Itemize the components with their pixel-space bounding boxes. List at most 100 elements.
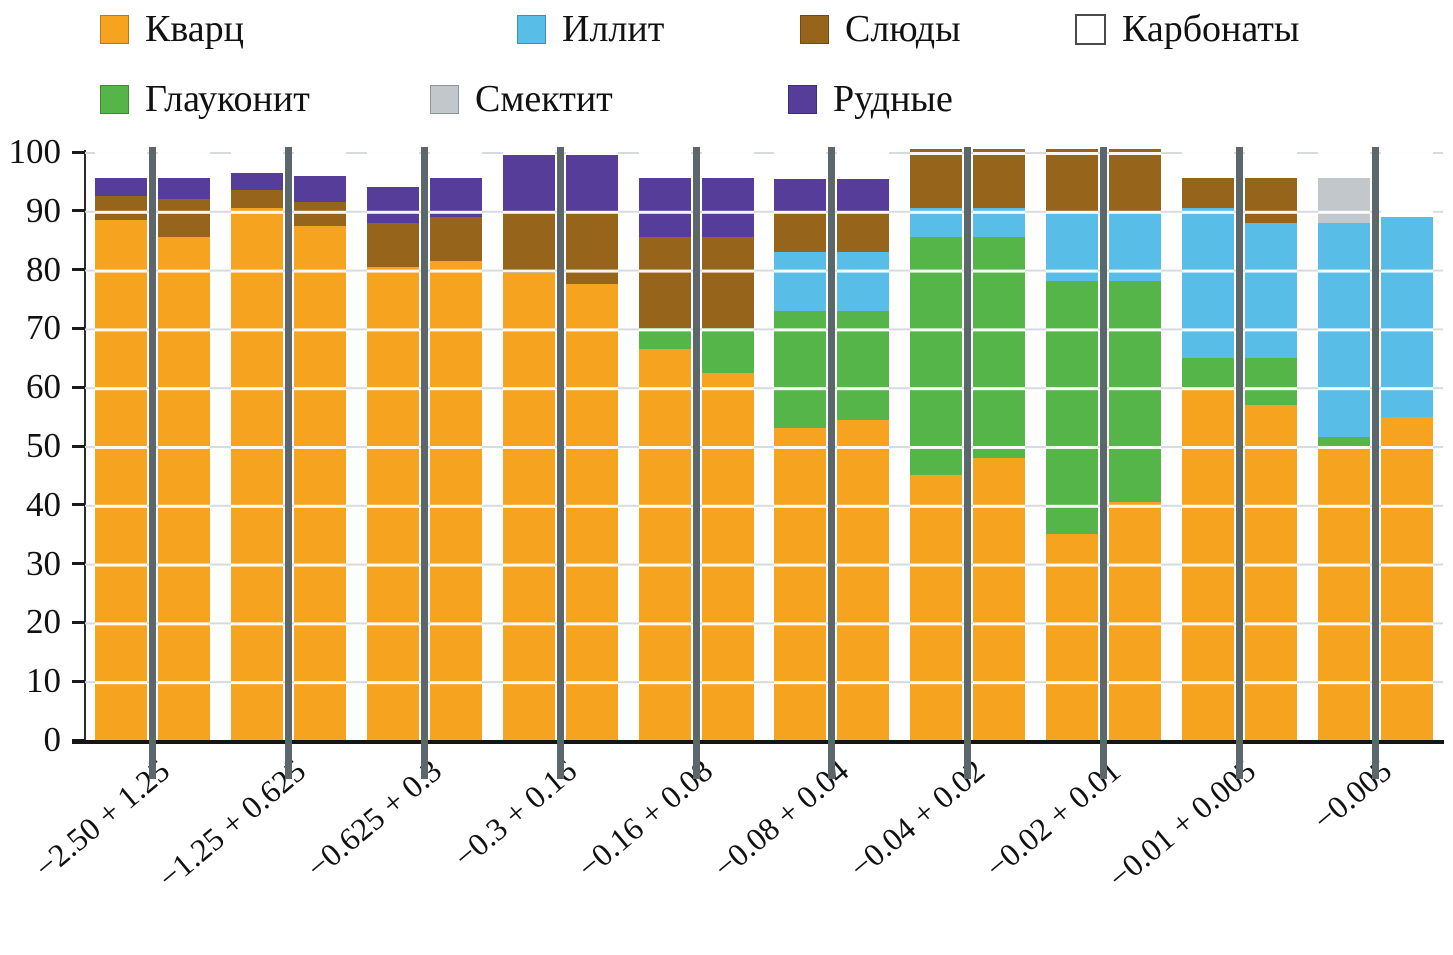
bar-segment-illite <box>1380 216 1433 417</box>
bar-segment-quartz <box>837 419 890 740</box>
legend-label: Иллит <box>562 8 665 50</box>
bar-segment-glauconite <box>910 237 963 476</box>
bar-segment-ore <box>294 175 347 202</box>
legend-label: Смектит <box>475 78 613 120</box>
legend-item-quartz: Кварц <box>100 10 244 48</box>
category-divider <box>964 147 972 779</box>
bar-segment-quartz <box>565 284 618 740</box>
bar-segment-illite <box>1317 222 1370 438</box>
bar-stack <box>1317 152 1370 740</box>
bar-group <box>1036 147 1172 779</box>
bar-segment-mica <box>1108 149 1161 211</box>
bar-segment-glauconite <box>1181 357 1234 388</box>
bar-segment-glauconite <box>1045 281 1098 535</box>
bar-segment-quartz <box>774 428 827 740</box>
y-axis-tick-mark <box>72 150 85 154</box>
y-axis-tick-mark <box>72 326 85 330</box>
bar-segment-mica <box>565 210 618 285</box>
bar-segment-illite <box>1244 222 1297 358</box>
category-divider-line <box>692 147 700 779</box>
bar-segment-illite <box>774 251 827 311</box>
bar-segment-mica <box>701 237 754 329</box>
y-axis-tick-mark <box>72 444 85 448</box>
bar-group <box>1307 147 1443 779</box>
bar-segment-quartz <box>1317 446 1370 740</box>
bar-segment-glauconite <box>1244 357 1297 405</box>
stacked-bar-right <box>294 152 347 740</box>
stacked-bar-left <box>95 152 148 740</box>
legend-item-mica: Слюды <box>800 10 961 48</box>
y-axis-tick-label: 20 <box>26 602 61 642</box>
y-axis-tick-label: 30 <box>26 543 61 583</box>
category-divider <box>692 147 700 779</box>
stacked-bar-right <box>973 149 1026 740</box>
bar-segment-ore <box>701 178 754 238</box>
y-axis-tick-label: 80 <box>26 249 61 289</box>
bar-segment-quartz <box>231 207 284 740</box>
bar-segment-glauconite <box>973 237 1026 458</box>
legend-marker-mica-icon <box>800 14 829 44</box>
bar-stack <box>1108 149 1161 740</box>
bar-stack <box>231 152 284 740</box>
bar-group <box>900 147 1036 779</box>
y-axis-tick-label: 60 <box>26 367 61 407</box>
legend-item-ore: Рудные <box>788 80 953 118</box>
bar-segment-glauconite <box>638 328 691 349</box>
category-divider <box>149 147 157 779</box>
y-axis-tick-label: 0 <box>43 720 62 759</box>
category-divider <box>556 147 564 779</box>
bar-segment-illite <box>910 207 963 238</box>
x-axis-line <box>72 740 1444 744</box>
bar-group <box>492 147 628 779</box>
bar-group <box>85 147 221 779</box>
bar-segment-mica <box>429 216 482 261</box>
category-divider-line <box>1235 147 1243 779</box>
bar-segment-quartz <box>910 475 963 740</box>
bar-segment-glauconite <box>701 328 754 373</box>
y-axis-tick-mark <box>72 385 85 389</box>
bar-group <box>221 147 357 779</box>
stacked-bar-right <box>158 152 211 740</box>
y-axis-tick-label: 40 <box>26 484 61 524</box>
legend-marker-smectite-icon <box>430 84 459 114</box>
bar-segment-ore <box>565 154 618 211</box>
stacked-bar-right <box>429 152 482 740</box>
bar-segment-quartz <box>638 348 691 740</box>
category-divider-line <box>420 147 428 779</box>
bar-stack <box>294 152 347 740</box>
chart-legend: Кварц Иллит Слюды Карбонаты Глауконит Смектит… <box>0 0 1453 150</box>
stacked-bar-left <box>502 152 555 740</box>
bar-segment-quartz <box>1244 404 1297 740</box>
bar-segment-mica <box>1181 178 1234 208</box>
bar-group <box>357 147 493 779</box>
y-axis-tick-mark <box>72 503 85 507</box>
bar-segment-quartz <box>429 260 482 740</box>
bar-segment-mica <box>158 199 211 238</box>
bar-stack <box>910 149 963 740</box>
legend-marker-illite-icon <box>517 14 546 44</box>
stacked-bar-left <box>638 152 691 740</box>
category-divider <box>285 147 293 779</box>
bar-stack <box>1045 149 1098 740</box>
stacked-bar-left <box>1317 152 1370 740</box>
bar-segment-quartz <box>502 272 555 740</box>
bar-segment-illite <box>1108 210 1161 282</box>
bar-segment-illite <box>1181 207 1234 358</box>
bar-stack <box>837 152 890 740</box>
category-divider <box>1099 147 1107 779</box>
y-axis-tick-label: 10 <box>26 661 61 701</box>
bar-segment-quartz <box>701 372 754 740</box>
y-axis-tick-mark <box>72 679 85 683</box>
bar-segment-quartz <box>158 237 211 740</box>
legend-label: Слюды <box>845 8 961 50</box>
bar-stack <box>973 149 1026 740</box>
bar-stack <box>1244 152 1297 740</box>
y-axis-tick-mark <box>72 268 85 272</box>
stacked-bar-left <box>1181 152 1234 740</box>
bar-segment-mica <box>1045 149 1098 211</box>
bar-segment-mica <box>910 149 963 208</box>
legend-item-glauconite: Глауконит <box>100 80 310 118</box>
bar-segment-glauconite <box>774 310 827 429</box>
bar-stack <box>158 152 211 740</box>
bar-segment-mica <box>502 210 555 273</box>
